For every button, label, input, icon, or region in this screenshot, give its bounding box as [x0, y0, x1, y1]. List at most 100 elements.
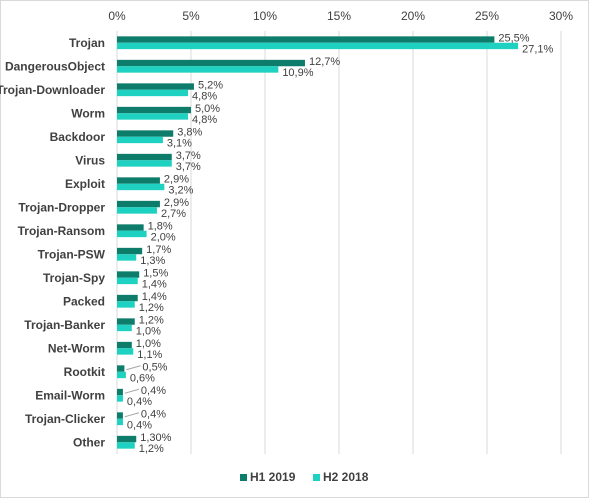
category-label: DangerousObject	[5, 59, 105, 73]
data-label-h1-2019: 5,2%	[198, 79, 223, 91]
data-label-h1-2019: 5,0%	[195, 103, 220, 115]
data-label-h2-2018: 0,6%	[130, 372, 155, 384]
data-label-h1-2019: 0,4%	[141, 385, 166, 397]
bar-h2-2018	[117, 136, 163, 144]
bar-h1-2019	[117, 435, 137, 443]
data-label-h2-2018: 3,7%	[176, 161, 201, 173]
bar-h1-2019	[117, 365, 125, 372]
bar-h1-2019	[117, 271, 140, 278]
label-leader-line	[124, 412, 140, 418]
bar-h2-2018	[117, 42, 519, 50]
category-label: Email-Worm	[35, 388, 105, 402]
bar-h2-2018	[117, 113, 189, 120]
category-label: Trojan-Spy	[43, 271, 105, 285]
bar-h1-2019	[117, 388, 123, 396]
x-tick-label: 25%	[475, 9, 499, 23]
bar-h2-2018	[117, 277, 138, 285]
data-label-h1-2019: 1,5%	[143, 267, 168, 279]
bar-h2-2018	[117, 395, 123, 402]
data-label-h1-2019: 2,9%	[164, 197, 189, 209]
bar-h2-2018	[117, 324, 132, 332]
data-label-h1-2019: 1,0%	[136, 338, 161, 350]
bar-h2-2018	[117, 183, 165, 191]
category-label: Trojan-Ransom	[18, 224, 105, 238]
x-tick-label: 0%	[108, 9, 126, 23]
data-label-h2-2018: 1,2%	[139, 302, 164, 314]
category-label: Trojan-Dropper	[18, 200, 105, 214]
data-label-h2-2018: 2,0%	[151, 231, 176, 243]
data-label-h2-2018: 1,4%	[142, 278, 167, 290]
label-leader-line	[126, 365, 141, 371]
category-label: Packed	[63, 294, 105, 308]
label-leader-line	[124, 388, 140, 394]
category-label: Backdoor	[50, 130, 106, 144]
gridlines	[116, 31, 562, 454]
bar-h1-2019	[117, 177, 160, 184]
data-label-h1-2019: 2,9%	[164, 173, 189, 185]
data-label-h1-2019: 1,7%	[146, 244, 171, 256]
data-label-h2-2018: 10,9%	[282, 67, 313, 79]
data-label-h1-2019: 3,8%	[177, 126, 202, 138]
bar-h2-2018	[117, 160, 172, 167]
bar-h2-2018	[117, 207, 157, 214]
data-label-h2-2018: 3,1%	[167, 137, 192, 149]
data-label-h2-2018: 1,3%	[140, 255, 165, 267]
bar-h2-2018	[117, 301, 135, 308]
category-label: Other	[73, 435, 105, 449]
data-label-h2-2018: 1,0%	[136, 325, 161, 337]
x-tick-label: 15%	[327, 9, 351, 23]
bar-h1-2019	[117, 36, 495, 43]
bar-h1-2019	[117, 247, 143, 255]
bar-h2-2018	[117, 66, 279, 73]
bar-h1-2019	[117, 318, 135, 325]
bar-h1-2019	[117, 153, 172, 161]
category-label: Trojan-Downloader	[0, 83, 105, 97]
category-label: Virus	[75, 153, 105, 167]
bar-h1-2019	[117, 294, 138, 302]
bars	[117, 36, 519, 449]
bar-h2-2018	[117, 371, 126, 379]
category-label: Trojan-Clicker	[25, 412, 105, 426]
category-label: Net-Worm	[48, 341, 105, 355]
data-label-h2-2018: 1,1%	[137, 349, 162, 361]
bar-h1-2019	[117, 341, 132, 349]
bar-h1-2019	[117, 412, 123, 419]
x-tick-label: 20%	[401, 9, 425, 23]
legend-swatch	[313, 474, 320, 481]
bar-h2-2018	[117, 348, 134, 355]
data-label-h1-2019: 0,5%	[142, 361, 167, 373]
x-tick-label: 10%	[253, 9, 277, 23]
bar-h2-2018	[117, 254, 137, 261]
x-tick-label: 30%	[549, 9, 573, 23]
data-label-h1-2019: 12,7%	[309, 56, 340, 68]
bar-h1-2019	[117, 83, 194, 90]
data-label-h2-2018: 1,2%	[139, 443, 164, 455]
data-label-h1-2019: 25,5%	[498, 32, 529, 44]
data-label-h1-2019: 1,2%	[139, 314, 164, 326]
bar-h2-2018	[117, 418, 123, 426]
bar-h1-2019	[117, 224, 144, 231]
bar-h1-2019	[117, 59, 305, 67]
legend-label: H1 2019	[250, 470, 296, 484]
bar-h2-2018	[117, 230, 147, 238]
data-label-h2-2018: 3,2%	[168, 184, 193, 196]
data-labels: 25,5%27,1%12,7%10,9%5,2%4,8%5,0%4,8%3,8%…	[124, 32, 553, 455]
data-label-h1-2019: 0,4%	[141, 408, 166, 420]
category-label: Trojan-PSW	[38, 247, 106, 261]
bar-h1-2019	[117, 130, 174, 137]
legend-label: H2 2018	[323, 470, 369, 484]
bar-h2-2018	[117, 89, 189, 97]
legend: H1 2019 H2 2018	[240, 470, 369, 484]
data-label-h1-2019: 1,4%	[142, 291, 167, 303]
category-label: Rootkit	[64, 365, 105, 379]
data-label-h1-2019: 3,7%	[176, 150, 201, 162]
category-label: Trojan	[69, 36, 105, 50]
data-label-h2-2018: 27,1%	[522, 43, 553, 55]
data-label-h2-2018: 4,8%	[192, 90, 217, 102]
category-label: Exploit	[65, 177, 105, 191]
bar-h1-2019	[117, 106, 191, 114]
category-label: Worm	[71, 106, 105, 120]
data-label-h2-2018: 0,4%	[127, 419, 152, 431]
